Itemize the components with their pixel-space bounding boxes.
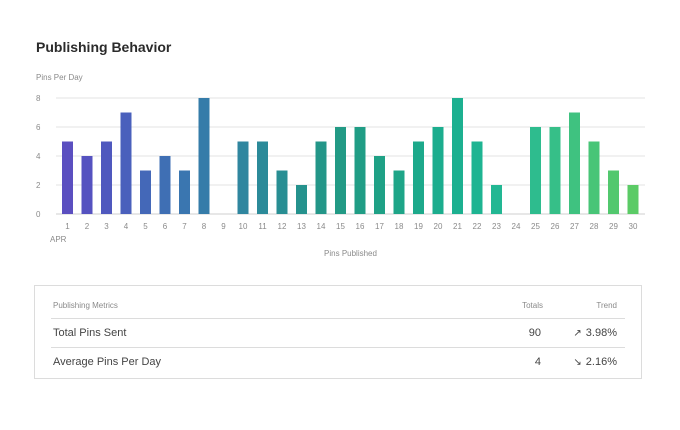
x-tick-label: 23 — [492, 222, 501, 231]
metric-trend-value: 2.16% — [585, 356, 617, 368]
x-tick-label: 17 — [375, 222, 384, 231]
metrics-header-row: Publishing Metrics Totals Trend — [51, 296, 625, 319]
x-tick-label: 13 — [297, 222, 306, 231]
x-tick-label: 8 — [202, 222, 207, 231]
metric-trend: ↘ 2.16% — [573, 356, 617, 368]
bar — [393, 170, 405, 214]
y-axis-label: Pins Per Day — [36, 73, 83, 82]
x-tick-label: 28 — [590, 222, 599, 231]
x-tick-label: 10 — [239, 222, 248, 231]
x-tick-label: 12 — [278, 222, 287, 231]
x-tick-label: 29 — [609, 222, 618, 231]
metric-name: Total Pins Sent — [53, 327, 127, 339]
metric-name: Average Pins Per Day — [53, 356, 162, 368]
x-tick-label: 20 — [434, 222, 443, 231]
bar — [374, 156, 385, 214]
bar — [471, 141, 483, 214]
bar — [608, 170, 619, 214]
x-tick-label: 1 — [65, 222, 70, 231]
bar — [452, 98, 463, 214]
bar — [140, 170, 151, 214]
bar — [354, 127, 366, 214]
x-tick-label: 15 — [336, 222, 345, 231]
x-tick-label: 7 — [182, 222, 187, 231]
page-title: Publishing Behavior — [36, 39, 172, 55]
x-tick-label: 14 — [317, 222, 326, 231]
metric-total: 4 — [534, 356, 541, 368]
trend-up-icon: ↗ — [573, 328, 582, 339]
x-tick-label: 6 — [163, 222, 168, 231]
x-month-label: APR — [50, 235, 67, 244]
x-tick-label: 3 — [104, 222, 109, 231]
bar-chart: Pins Per Day 0 2 4 6 8 1 2 3 4 5 6 7 8 9 10 11 12 13 14 15 16… — [36, 73, 645, 258]
metrics-header-totals: Totals — [522, 301, 543, 310]
y-tick-label: 0 — [36, 210, 41, 219]
bar — [81, 156, 93, 214]
x-tick-label: 22 — [473, 222, 482, 231]
bar — [237, 141, 249, 214]
x-tick-label: 5 — [143, 222, 148, 231]
bar — [588, 141, 600, 214]
metric-trend-value: 3.98% — [585, 327, 617, 339]
x-tick-label: 11 — [258, 222, 267, 231]
x-tick-label: 4 — [124, 222, 129, 231]
metrics-header-trend: Trend — [596, 301, 617, 310]
bar — [198, 98, 210, 214]
x-tick-label: 19 — [414, 222, 423, 231]
bar — [120, 112, 132, 214]
x-tick-label: 9 — [221, 222, 226, 231]
bar — [296, 185, 307, 214]
y-tick-label: 4 — [36, 152, 41, 161]
trend-down-icon: ↘ — [573, 357, 582, 368]
y-tick-label: 2 — [36, 181, 41, 190]
bar — [569, 112, 580, 214]
bar — [335, 127, 346, 214]
x-tick-label: 18 — [395, 222, 404, 231]
bar — [530, 127, 541, 214]
metrics-table: Publishing Metrics Totals Trend Total Pi… — [34, 285, 642, 379]
bar — [257, 141, 268, 214]
y-tick-label: 6 — [36, 123, 41, 132]
metrics-row-total-pins: Total Pins Sent 90 ↗ 3.98% — [51, 318, 625, 348]
bar — [627, 185, 639, 214]
x-tick-label: 21 — [453, 222, 462, 231]
bar — [491, 185, 502, 214]
x-tick-label: 2 — [85, 222, 90, 231]
x-tick-label: 25 — [531, 222, 540, 231]
metrics-row-average-pins: Average Pins Per Day 4 ↘ 2.16% — [51, 347, 625, 376]
bar — [432, 127, 444, 214]
bar — [276, 170, 288, 214]
x-tick-label: 24 — [512, 222, 521, 231]
bar — [179, 170, 190, 214]
x-tick-label: 30 — [629, 222, 638, 231]
bar — [101, 141, 112, 214]
metric-trend: ↗ 3.98% — [573, 327, 617, 339]
x-tick-label: 26 — [551, 222, 560, 231]
bar — [549, 127, 561, 214]
bar — [62, 141, 73, 214]
bar — [315, 141, 327, 214]
x-tick-label: 27 — [570, 222, 579, 231]
metric-total: 90 — [528, 327, 541, 339]
bar — [413, 141, 424, 214]
bar — [159, 156, 171, 214]
y-tick-label: 8 — [36, 94, 41, 103]
metrics-header-name: Publishing Metrics — [53, 301, 118, 310]
x-axis-label: Pins Published — [324, 249, 377, 258]
x-tick-label: 16 — [356, 222, 365, 231]
